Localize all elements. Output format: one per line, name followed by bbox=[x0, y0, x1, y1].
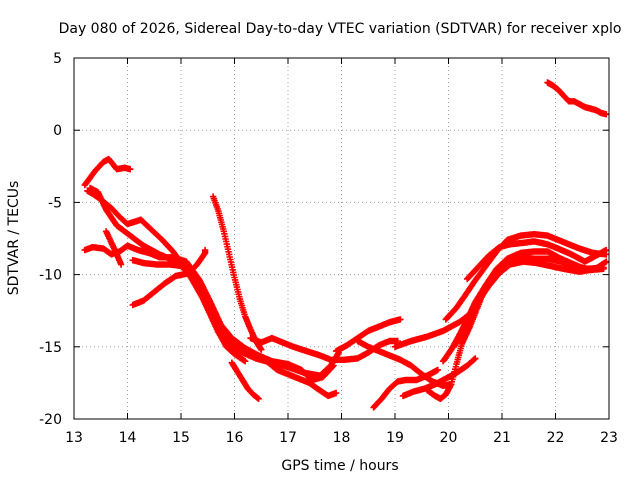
series-s15 bbox=[391, 308, 476, 350]
series-marks bbox=[129, 257, 340, 400]
series-s18 bbox=[450, 258, 610, 350]
series-marks bbox=[247, 334, 401, 363]
series-s6 bbox=[129, 246, 209, 309]
data-marks bbox=[81, 79, 610, 411]
series-marks bbox=[391, 308, 476, 350]
series-s21 bbox=[544, 79, 610, 118]
series-s17 bbox=[439, 248, 607, 365]
series-s13 bbox=[370, 366, 441, 411]
x-tick-label: 18 bbox=[333, 430, 351, 446]
series-s20 bbox=[464, 238, 610, 283]
series-marks bbox=[81, 155, 134, 189]
series-marks bbox=[439, 248, 607, 365]
y-tick-label: -20 bbox=[39, 412, 62, 428]
axis-ticks: 13 14 15 16 17 18 19 20 21 22 23 5 0 -5 -10 -15 -20 bbox=[39, 51, 618, 446]
series-marks bbox=[450, 258, 610, 350]
x-tick-label: 19 bbox=[386, 430, 404, 446]
series-s5 bbox=[102, 228, 125, 268]
series-marks bbox=[228, 359, 262, 402]
series-marks bbox=[129, 246, 209, 309]
y-axis-label: SDTVAR / TECUs bbox=[6, 181, 22, 296]
y-tick-label: -15 bbox=[39, 340, 62, 356]
x-tick-label: 13 bbox=[65, 430, 83, 446]
y-tick-label: -10 bbox=[39, 268, 62, 284]
series-marks bbox=[354, 337, 455, 389]
x-tick-label: 21 bbox=[493, 430, 511, 446]
series-s1 bbox=[81, 155, 134, 189]
series-s9 bbox=[228, 359, 262, 402]
series-marks bbox=[370, 366, 441, 411]
x-tick-label: 17 bbox=[279, 430, 297, 446]
series-marks bbox=[102, 228, 125, 268]
series-s7 bbox=[129, 257, 340, 400]
y-tick-label: -5 bbox=[48, 195, 62, 211]
x-tick-label: 23 bbox=[600, 430, 618, 446]
x-tick-label: 14 bbox=[119, 430, 137, 446]
x-axis-label: GPS time / hours bbox=[281, 458, 398, 474]
x-tick-label: 22 bbox=[547, 430, 565, 446]
series-s12 bbox=[354, 337, 455, 389]
y-tick-label: 0 bbox=[53, 123, 62, 139]
x-tick-label: 20 bbox=[440, 430, 458, 446]
series-s10 bbox=[247, 334, 401, 363]
grid bbox=[74, 58, 609, 419]
chart-title: Day 080 of 2026, Sidereal Day-to-day VTE… bbox=[59, 21, 622, 37]
y-tick-label: 5 bbox=[53, 51, 62, 67]
x-tick-label: 15 bbox=[172, 430, 190, 446]
series-marks bbox=[464, 238, 610, 283]
x-tick-label: 16 bbox=[226, 430, 244, 446]
series-marks bbox=[544, 79, 610, 118]
